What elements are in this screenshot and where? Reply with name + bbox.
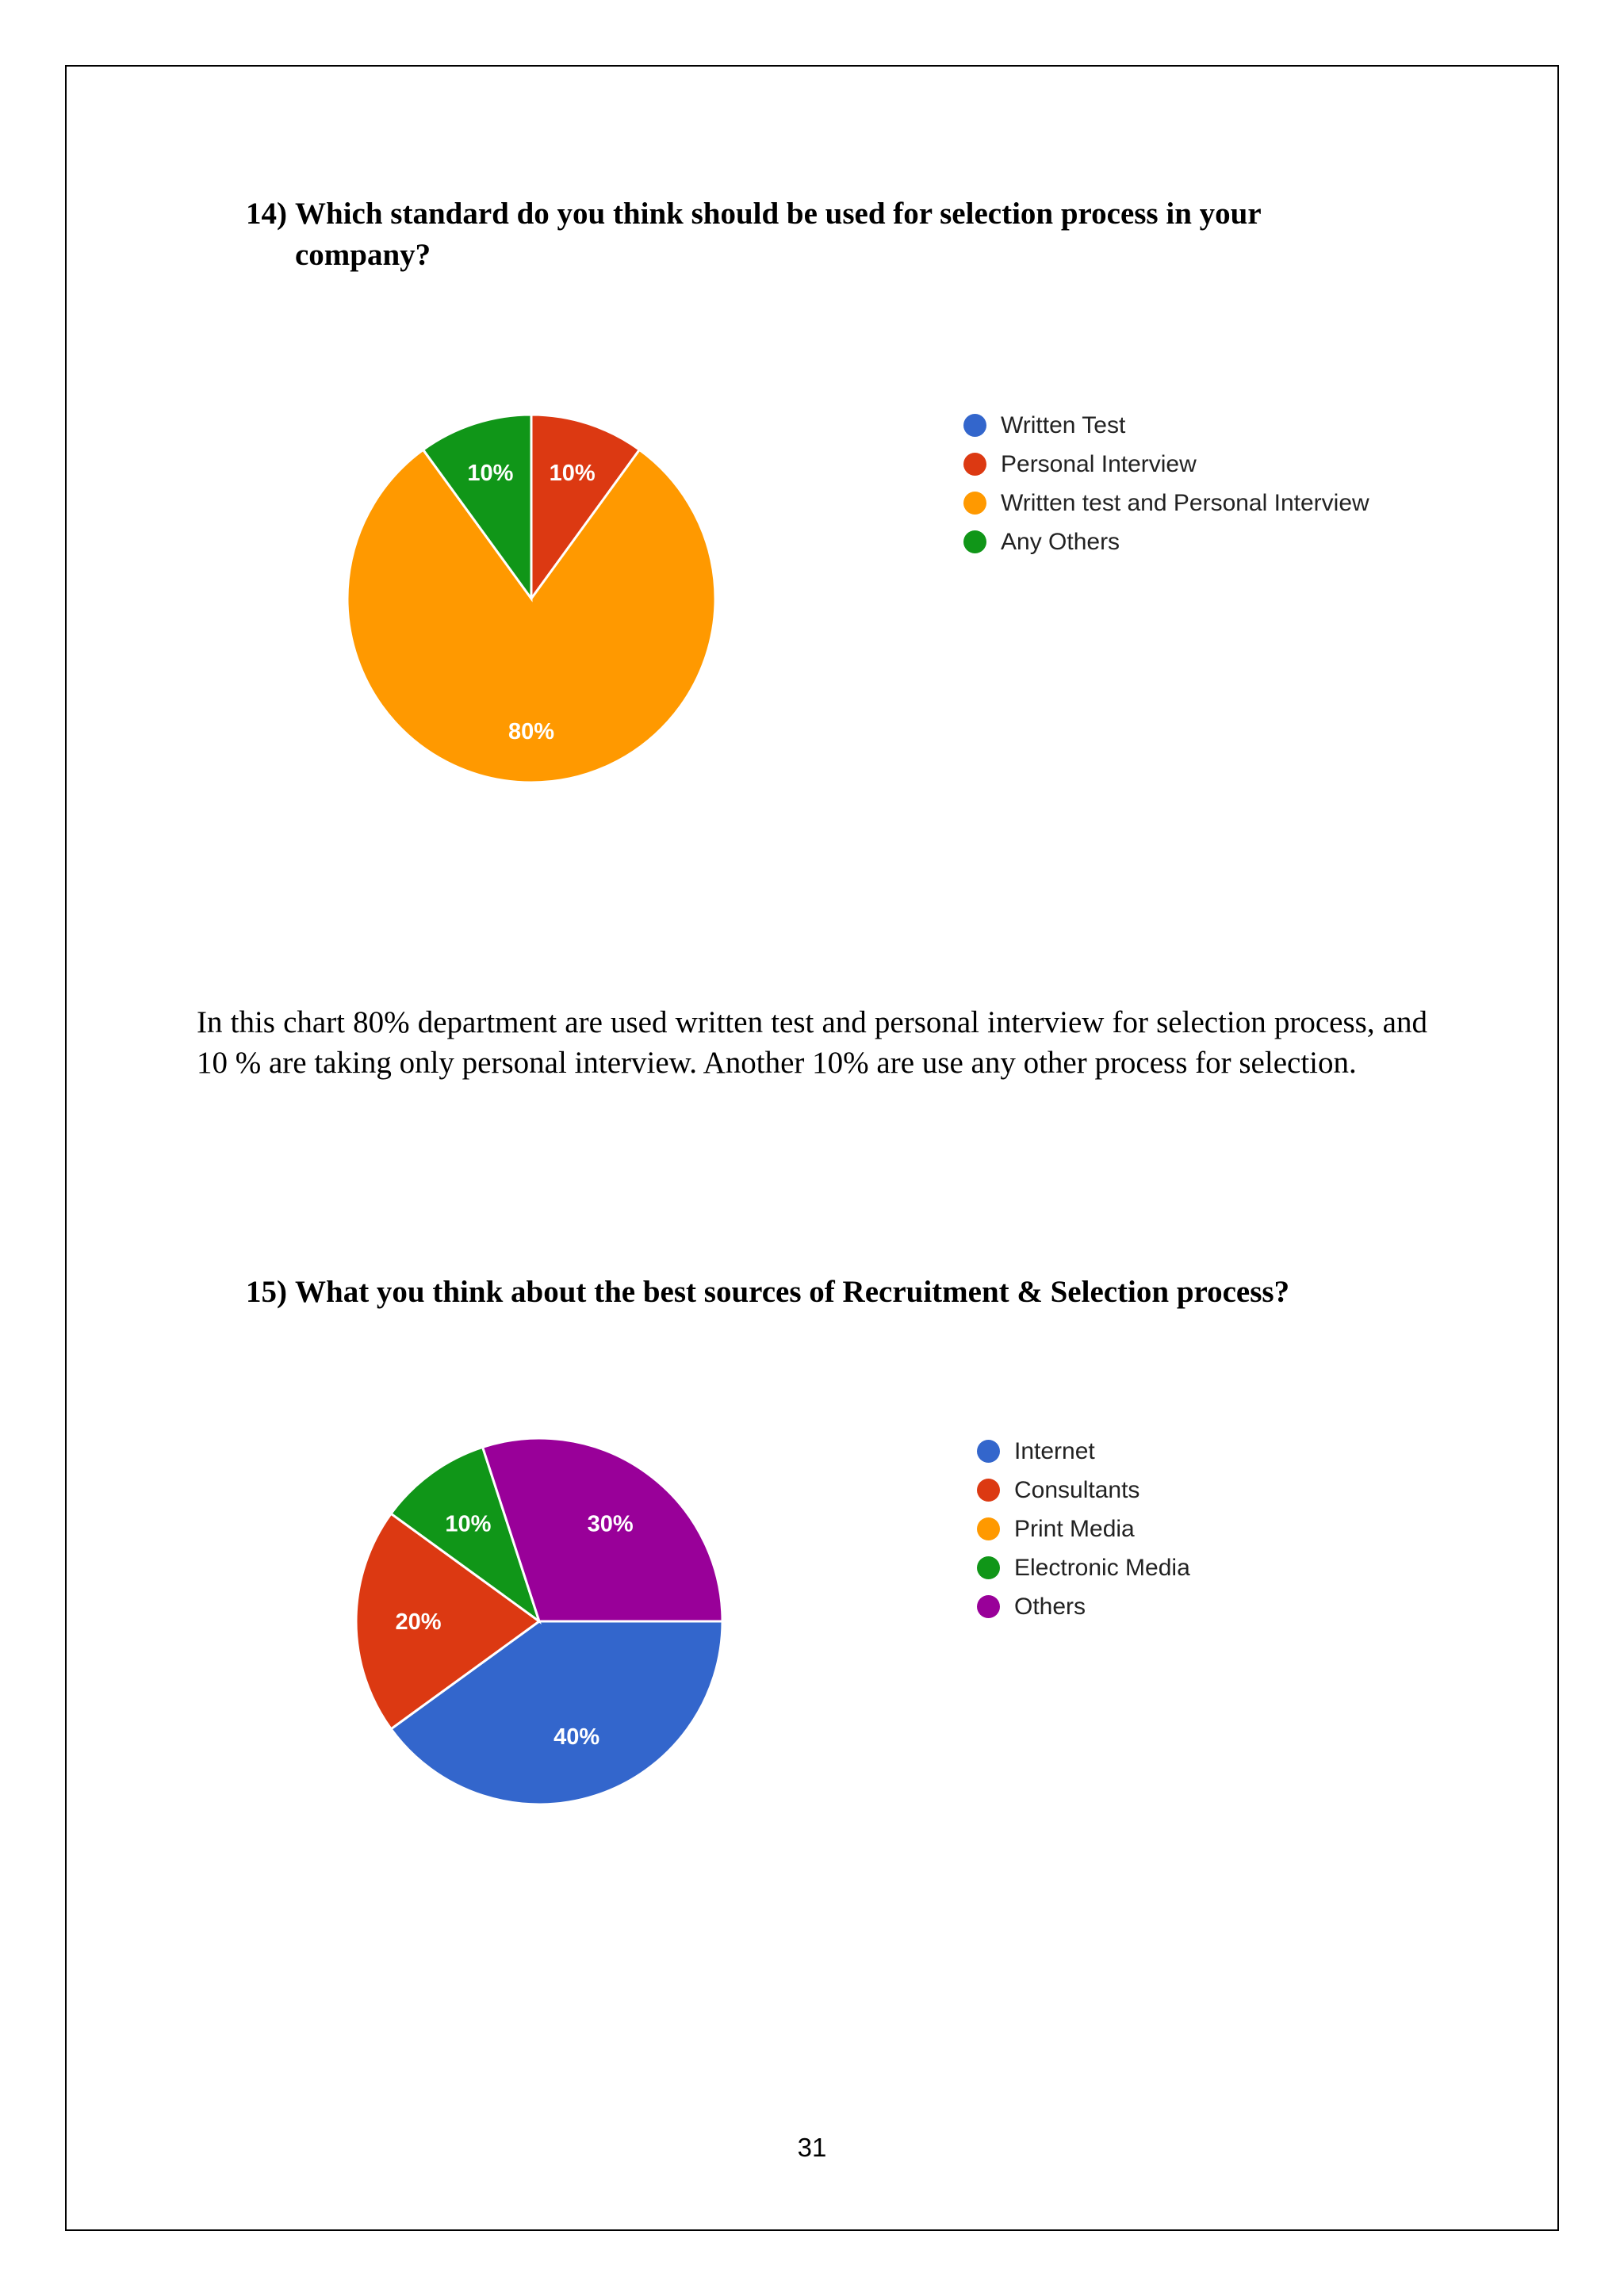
question-text-line1: What you think about the best sources of…: [295, 1275, 1290, 1309]
chart-legend: Internet Consultants Print Media Electronic…: [977, 1432, 1190, 1626]
page-number: 31: [797, 2133, 827, 2162]
page-border: [65, 65, 1559, 2231]
legend-item: Written test and Personal Interview: [963, 484, 1369, 522]
pie-slice-others: [481, 1437, 724, 1623]
slice-label: 40%: [553, 1724, 599, 1750]
legend-color-dot-icon: [963, 453, 986, 476]
legend-label: Any Others: [1001, 528, 1120, 555]
question-number: 15): [246, 1275, 287, 1309]
question-text-line1: Which standard do you think should be us…: [295, 197, 1262, 231]
pie-slice-written-test-and-personal-interview: [346, 448, 717, 784]
question-number: 14): [246, 197, 287, 231]
legend-item: Written Test: [963, 406, 1369, 445]
legend-label: Others: [1014, 1593, 1086, 1620]
legend-item: Electronic Media: [977, 1548, 1190, 1587]
pie-chart-1-svg: 10% 80% 10%: [346, 413, 717, 784]
legend-color-dot-icon: [977, 1479, 1000, 1502]
pie-slice-consultants: [354, 1512, 542, 1731]
question-text: What you think about the best sources of…: [295, 1272, 1289, 1313]
pie-chart-recruitment-sources: 40% 20% 10% 30% Internet Consultants Print Me…: [349, 1427, 1300, 1816]
pie-slice-electronic-media: [389, 1445, 542, 1624]
legend-label: Personal Interview: [1001, 450, 1197, 477]
slice-label: 80%: [508, 719, 554, 744]
slice-label: 20%: [396, 1609, 442, 1635]
slice-label: 10%: [445, 1512, 491, 1537]
legend-color-dot-icon: [963, 414, 986, 437]
pie-slice-personal-interview: [530, 413, 642, 603]
legend-color-dot-icon: [977, 1595, 1000, 1618]
pie-slice-internet: [389, 1620, 724, 1806]
legend-item: Consultants: [977, 1471, 1190, 1510]
legend-item: Print Media: [977, 1510, 1190, 1548]
legend-item: Others: [977, 1587, 1190, 1626]
slice-label: 10%: [550, 461, 596, 486]
chart-description: In this chart 80% department are used wr…: [197, 1005, 1427, 1080]
legend-color-dot-icon: [977, 1440, 1000, 1463]
legend-color-dot-icon: [963, 530, 986, 553]
legend-color-dot-icon: [963, 492, 986, 515]
legend-label: Internet: [1014, 1437, 1095, 1464]
legend-color-dot-icon: [977, 1517, 1000, 1540]
chart-legend: Written Test Personal Interview Written te…: [963, 406, 1369, 561]
pie-slice-any-others: [421, 413, 533, 603]
legend-color-dot-icon: [977, 1556, 1000, 1579]
question-text: Which standard do you think should be us…: [295, 193, 1262, 276]
pie-chart-2-svg: 40% 20% 10% 30%: [354, 1437, 724, 1806]
question-text-line2: company?: [295, 238, 431, 272]
legend-label: Print Media: [1014, 1515, 1135, 1542]
slice-label: 30%: [588, 1512, 634, 1537]
legend-item: Personal Interview: [963, 445, 1369, 484]
legend-label: Electronic Media: [1014, 1554, 1190, 1581]
legend-label: Consultants: [1014, 1476, 1140, 1503]
legend-label: Written test and Personal Interview: [1001, 489, 1369, 516]
slice-label: 10%: [467, 461, 513, 486]
legend-label: Written Test: [1001, 411, 1126, 438]
legend-item: Any Others: [963, 522, 1369, 561]
legend-item: Internet: [977, 1432, 1190, 1471]
pie-chart-selection-standard: 10% 80% 10% Written Test Personal Interview…: [333, 396, 1443, 809]
